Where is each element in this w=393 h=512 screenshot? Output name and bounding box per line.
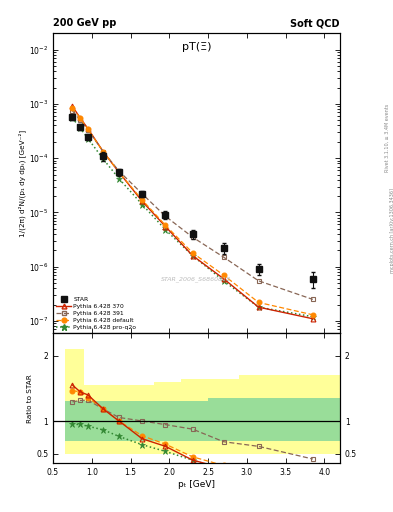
Text: STAR_2006_S6860818: STAR_2006_S6860818 — [162, 276, 231, 282]
Text: pT(Ξ): pT(Ξ) — [182, 42, 211, 52]
Text: Rivet 3.1.10, ≥ 3.4M events: Rivet 3.1.10, ≥ 3.4M events — [384, 104, 389, 173]
Text: 200 GeV pp: 200 GeV pp — [53, 18, 116, 28]
Text: mcplots.cern.ch [arXiv:1306.3436]: mcplots.cern.ch [arXiv:1306.3436] — [390, 188, 393, 273]
Y-axis label: 1/(2π) d²N/(p₁ dy dpₜ) [GeV⁻²]: 1/(2π) d²N/(p₁ dy dpₜ) [GeV⁻²] — [18, 130, 26, 237]
Text: Soft QCD: Soft QCD — [290, 18, 340, 28]
Y-axis label: Ratio to STAR: Ratio to STAR — [27, 374, 33, 422]
X-axis label: pₜ [GeV]: pₜ [GeV] — [178, 480, 215, 489]
Legend: STAR, Pythia 6.428 370, Pythia 6.428 391, Pythia 6.428 default, Pythia 6.428 pro: STAR, Pythia 6.428 370, Pythia 6.428 391… — [56, 297, 136, 330]
